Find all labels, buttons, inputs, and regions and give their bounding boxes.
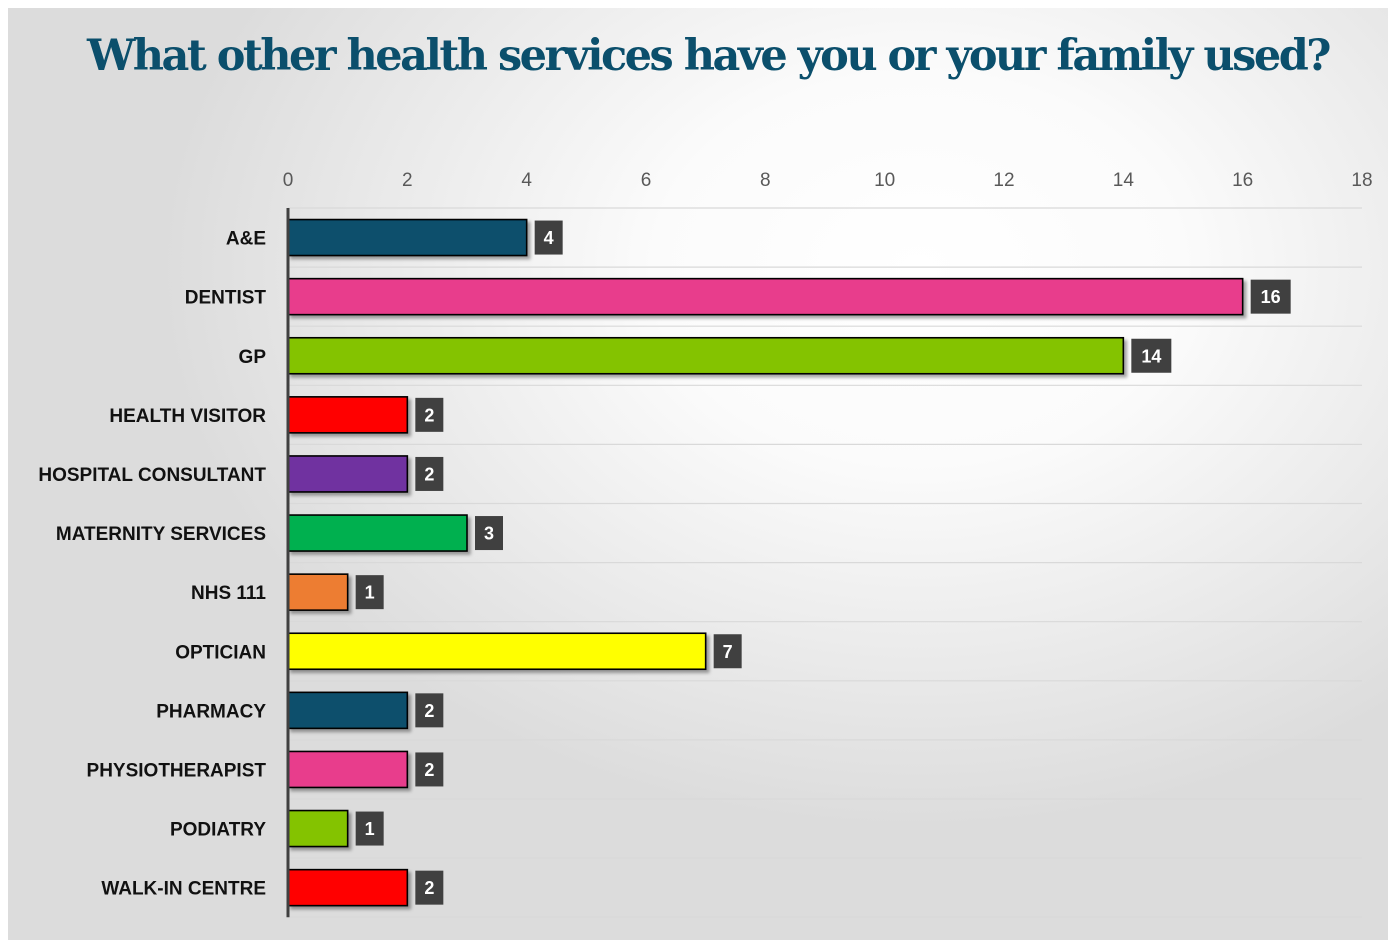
x-tick-label: 12 [993,170,1014,191]
data-label: 7 [713,634,742,669]
x-tick-label: 4 [521,170,532,191]
x-tick-label: 8 [760,170,771,191]
category-label: HEALTH VISITOR [109,406,266,427]
data-label-box [415,870,444,905]
data-label-value: 16 [1261,287,1281,307]
category-label: A&E [226,229,266,250]
data-label-box [355,575,384,610]
chart-title: What other health services have you or y… [87,31,1331,81]
category-label: OPTICIAN [175,642,266,663]
data-label-box [534,220,563,255]
bar [287,218,528,257]
bar [287,691,409,730]
category-label: DENTIST [185,288,267,309]
x-tick-label: 16 [1232,170,1253,191]
data-label-box [1250,279,1291,314]
data-label-box [415,397,444,432]
bars [287,218,1244,907]
data-label-box [415,456,444,491]
data-label: 1 [355,575,384,610]
bar [287,632,707,671]
data-label: 14 [1131,338,1172,373]
data-label-value: 2 [424,701,434,721]
data-label-box [415,693,444,728]
data-label-box [713,634,742,669]
y-axis: A&E DENTIST GP HEALTH VISITOR HOSPITAL CONSU… [38,229,266,900]
data-label-box [355,811,384,846]
bar [287,514,468,552]
data-label-box [1131,338,1172,373]
data-label-value: 2 [424,878,434,898]
data-label: 2 [415,456,444,491]
data-label-value: 3 [484,524,494,544]
data-label: 4 [534,220,563,255]
data-label-value: 7 [723,642,733,662]
category-label: WALK-IN CENTRE [101,879,266,900]
gridlines [288,207,1362,918]
data-label-value: 2 [424,464,434,484]
data-label-value: 14 [1141,346,1161,366]
category-label: NHS 111 [191,583,266,604]
data-label-value: 2 [424,405,434,425]
data-label: 3 [475,516,503,551]
x-tick-label: 6 [641,170,652,191]
bar [287,396,409,434]
data-label-value: 1 [365,583,375,603]
data-label: 2 [415,870,444,905]
x-tick-label: 0 [283,170,294,191]
category-label: PHYSIOTHERAPIST [87,760,267,781]
x-tick-label: 2 [402,170,413,191]
data-label-value: 1 [365,819,375,839]
chart-container: What other health services have you or y… [8,8,1388,940]
data-label-value: 2 [424,760,434,780]
category-label: HOSPITAL CONSULTANT [38,465,266,486]
data-label: 2 [415,693,444,728]
category-label: PHARMACY [156,701,266,722]
data-label: 2 [415,752,444,787]
data-label-value: 4 [544,228,554,248]
bar [287,809,349,848]
x-tick-label: 10 [874,170,895,191]
category-label: PODIATRY [170,820,266,841]
data-label: 1 [355,811,384,846]
bar [287,868,409,907]
x-tick-label: 18 [1351,170,1372,191]
data-label-box [475,516,503,551]
bar [287,573,349,611]
bar [287,750,409,789]
x-axis: 0 2 4 6 8 10 12 14 16 18 [283,170,1373,191]
data-label: 16 [1250,279,1291,314]
data-labels: 4 16 14 2 2 3 1 7 2 2 1 2 [355,220,1291,905]
data-label-box [415,752,444,787]
x-tick-label: 14 [1113,170,1135,191]
bar [287,455,409,493]
bar [287,336,1125,375]
category-label: MATERNITY SERVICES [56,524,266,545]
bar [287,277,1244,316]
category-label: GP [239,347,267,368]
data-label: 2 [415,397,444,432]
